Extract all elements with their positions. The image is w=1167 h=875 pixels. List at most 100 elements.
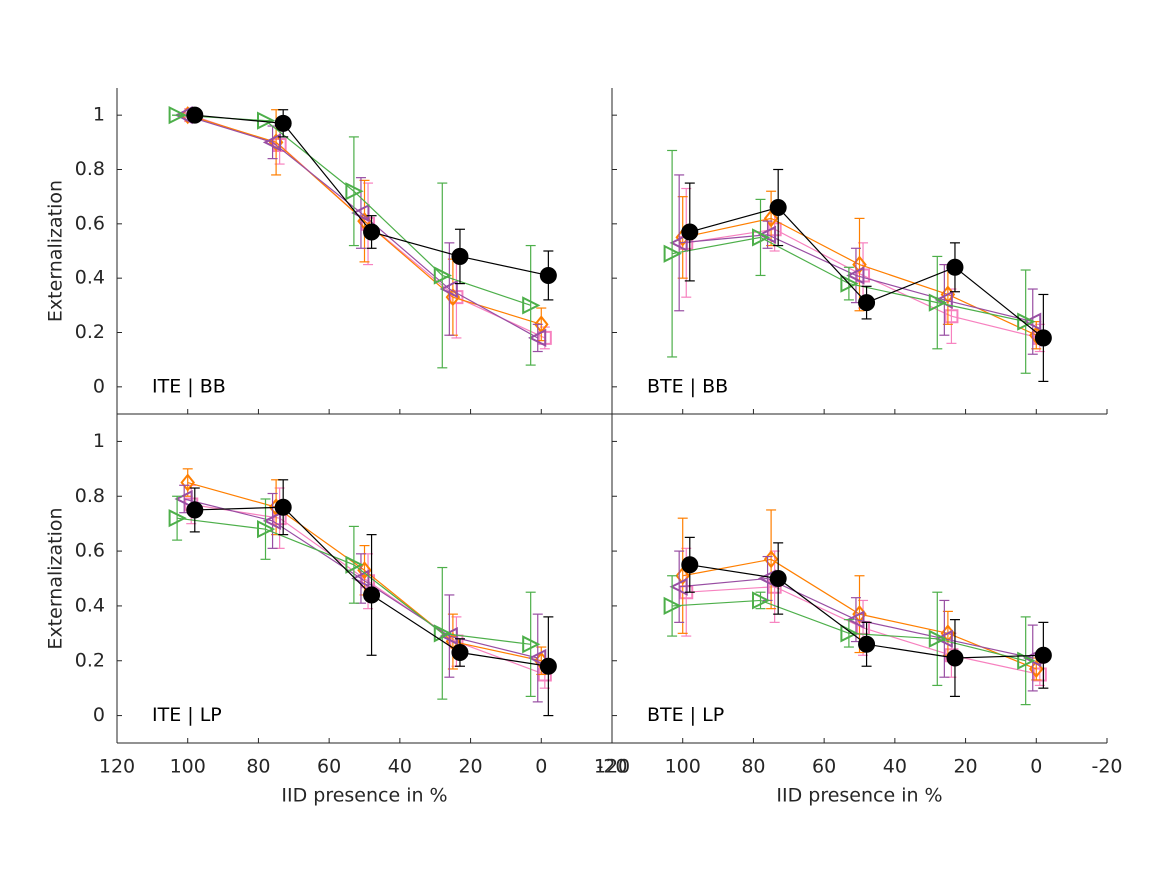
error-bar [677,517,688,634]
x-axis-label: IID presence in % [281,785,447,807]
marker [1017,651,1036,670]
error-bar [1020,269,1031,374]
x-tick-label: 40 [883,756,907,778]
error-bar [762,220,773,249]
error-bar [1027,624,1038,692]
series [174,106,547,353]
marker [663,596,682,616]
error-bar [355,177,366,249]
marker [168,106,187,125]
marker [769,199,787,217]
error-bar [932,591,943,687]
x-tick-label: 20 [953,756,977,778]
series [168,495,541,700]
error-bar [437,566,448,700]
y-axis-label: Externalization [45,180,67,322]
panel: 120 100 80 60 40 20 0 -20 0 0.2 0.4 0.6 0.8 1 External… [45,414,628,807]
x-tick-label: 100 [170,756,206,778]
series [186,106,557,301]
y-tick-label: 1 [93,430,105,452]
marker [769,570,787,587]
marker [846,266,865,285]
marker [928,629,948,648]
marker [681,556,699,574]
marker [262,511,282,531]
marker [856,268,871,283]
marker [1034,329,1052,347]
y-tick-label: 0.4 [75,267,105,289]
marker [763,209,779,228]
series [675,509,1044,681]
error-bar [667,575,678,637]
marker [180,473,195,492]
x-tick-label: 100 [665,756,701,778]
marker [522,635,541,654]
marker [934,629,953,648]
marker [537,330,552,345]
marker [274,114,292,132]
y-axis-label: Externalization [45,507,67,649]
error-bar [843,619,854,648]
marker [186,501,204,519]
error-bar [1020,616,1031,706]
panel-annotation: ITE | BB [152,375,226,397]
error-bar [267,492,278,549]
marker [274,498,292,516]
y-tick-label: 0.4 [75,594,105,616]
x-tick-label: 0 [1030,756,1042,778]
x-tick-label: -20 [596,756,627,778]
y-tick-label: 0.2 [75,649,105,671]
x-tick-label: 0 [535,756,547,778]
marker [663,244,682,263]
marker [944,309,959,324]
marker [262,133,282,152]
marker [363,586,381,604]
y-tick-label: 0 [93,704,105,726]
marker [840,624,859,643]
x-tick-label: 80 [741,756,765,778]
x-tick-label: 20 [458,756,482,778]
error-bar [532,613,543,703]
series [663,149,1036,374]
series [669,174,1042,355]
error-bar [532,323,543,353]
x-tick-label: 60 [812,756,836,778]
marker [257,520,276,539]
series [168,106,541,369]
y-tick-label: 1 [93,104,105,126]
y-tick-label: 0.6 [75,212,105,234]
error-bar [348,525,359,604]
y-tick-label: 0.6 [75,540,105,562]
marker [528,648,547,668]
marker [433,624,453,643]
x-tick-label: 120 [99,756,135,778]
panel: BTE | BB [611,88,1108,415]
marker [451,247,469,265]
series [681,168,1052,382]
panel: 0 0.2 0.4 0.6 0.8 1 Externalization ITE | BB [45,88,613,415]
x-tick-label: 120 [594,756,630,778]
y-tick-label: 0 [93,375,105,397]
y-tick-label: 0.8 [75,485,105,507]
error-bar [525,244,536,366]
marker [186,106,204,124]
marker [174,489,193,509]
panel-annotation: ITE | LP [152,704,222,726]
marker [351,569,370,588]
marker [528,328,547,348]
series [186,479,557,717]
marker [858,635,876,653]
marker [451,644,469,662]
series [174,484,547,703]
marker [858,294,876,312]
marker [681,223,699,241]
error-bar [348,136,359,247]
error-bar [172,495,183,541]
error-bar [755,591,766,610]
marker [846,610,865,629]
marker [1017,312,1036,331]
marker [439,279,458,299]
x-tick-label: 80 [246,756,270,778]
error-bar [525,591,536,697]
